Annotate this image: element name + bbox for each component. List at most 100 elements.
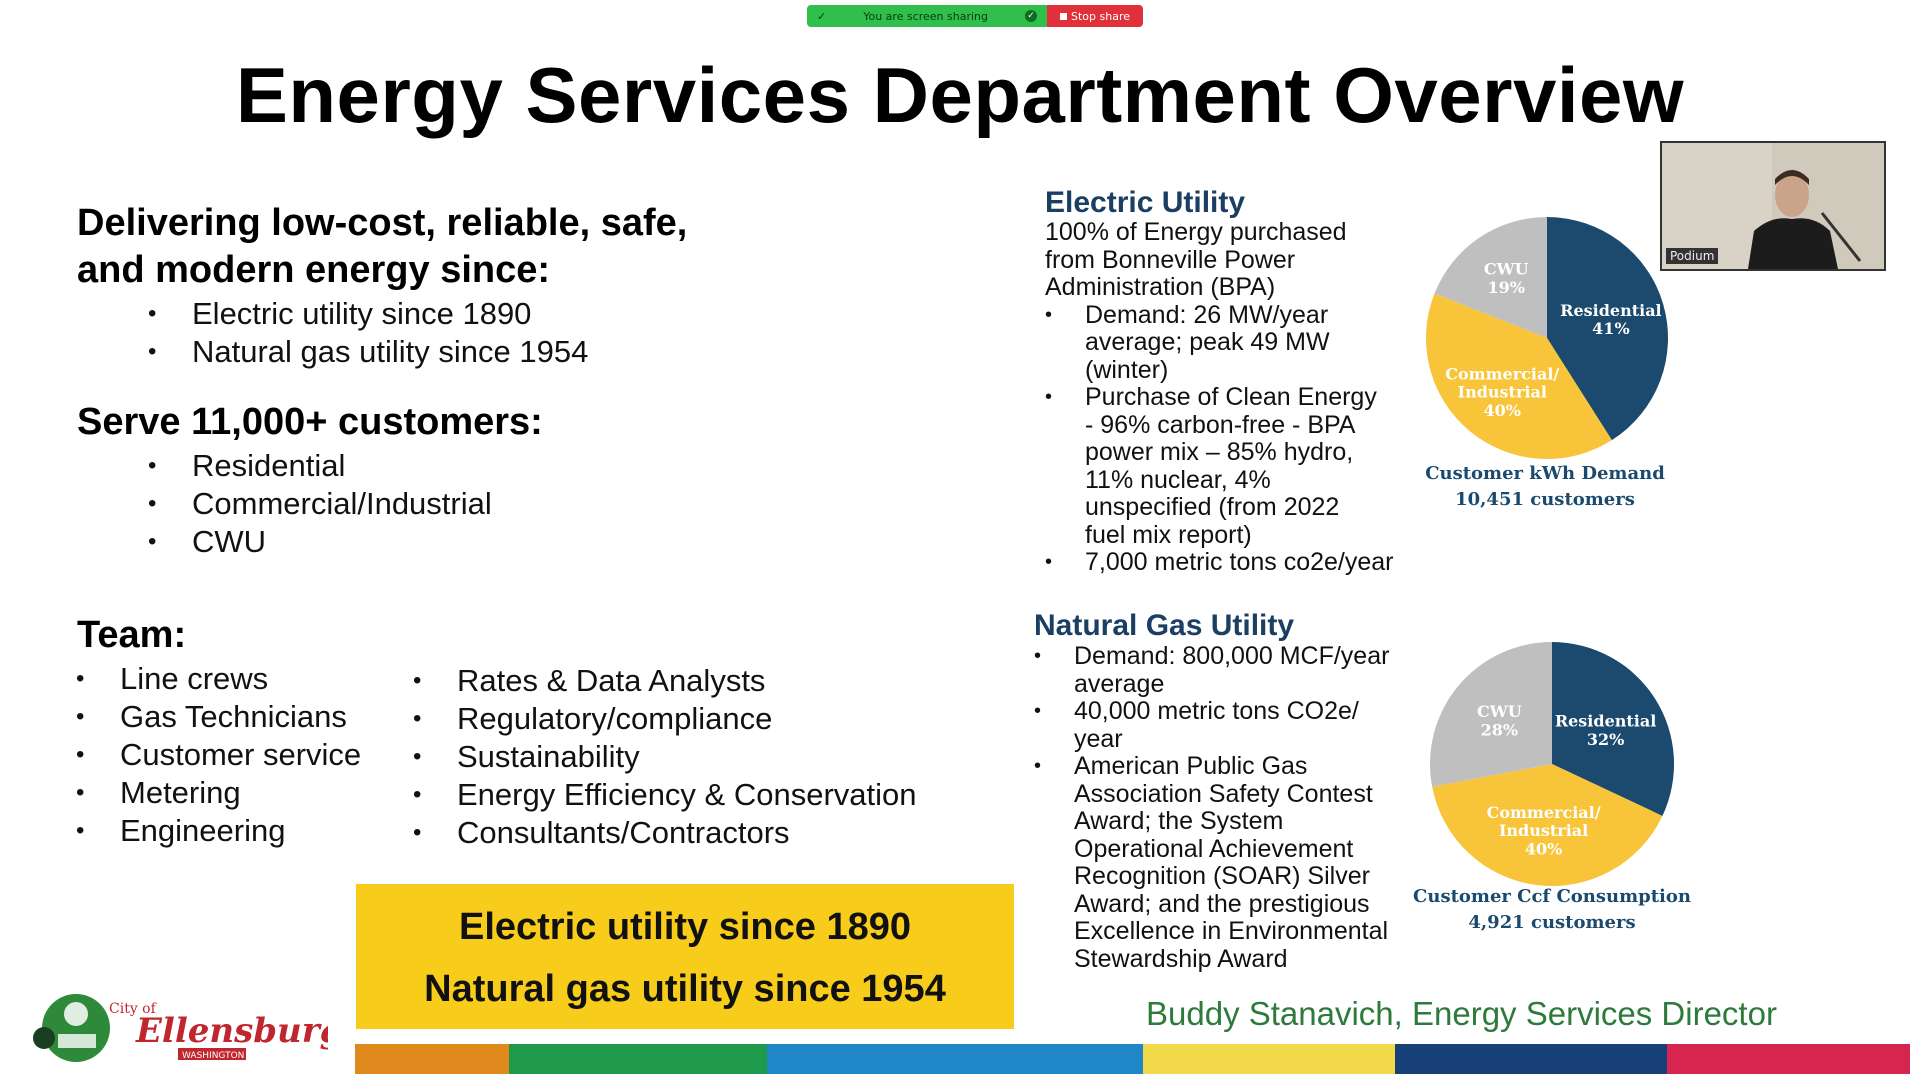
pie-label: Commercial/Industrial 40% (1445, 364, 1559, 420)
list-item: • Demand: 26 MW/year average; peak 49 MW … (1045, 300, 1330, 384)
bullet-icon: • (148, 338, 157, 365)
share-status: ✓ You are screen sharing ✓ (807, 5, 1047, 27)
stop-share-button[interactable]: Stop share (1047, 5, 1143, 27)
bullet-icon: • (76, 779, 85, 806)
electric-pie-chart: Residential 41%Commercial/Industrial 40% CW… (1426, 217, 1668, 459)
bullet-icon: • (1034, 645, 1042, 667)
pie-label: Commercial/Industrial 40% (1487, 803, 1601, 859)
bullet-icon: • (1045, 551, 1053, 573)
bullet-icon: • (76, 703, 85, 730)
stop-icon (1060, 12, 1067, 20)
gas-pie-caption: Customer Ccf Consumption 4,921 customers (1402, 884, 1702, 936)
team-list-col1: • Line crews • Gas Technicians • Customer s… (76, 660, 362, 850)
pie-slice-cwu (1430, 642, 1552, 787)
pie-label: CWU 19% (1484, 259, 1529, 296)
pie-slice-residential (1552, 642, 1674, 816)
pie-slice-cwu (1434, 217, 1547, 338)
stripe (767, 1044, 1143, 1074)
list-item: • 7,000 metric tons co2e/year (1045, 548, 1394, 576)
list-item: • Customer service (76, 737, 362, 772)
bullet-icon: • (1034, 700, 1042, 722)
list-item: • Engineering (76, 813, 286, 848)
presenter-label: Podium (1666, 248, 1719, 264)
bullet-icon: • (148, 300, 157, 327)
electric-intro: 100% of Energy purchased from Bonneville… (1045, 218, 1347, 301)
city-logo: City of Ellensburg WASHINGTON (33, 994, 328, 1062)
bullet-icon: • (413, 705, 422, 732)
list-item: • Electric utility since 1890 (148, 296, 532, 331)
bullet-icon: • (76, 665, 85, 692)
pie-slice-residential (1547, 217, 1668, 441)
list-item: • American Public Gas Association Safety … (1034, 752, 1389, 973)
pie-slice-commercial-industrial (1426, 293, 1612, 459)
list-item: • Regulatory/compliance (413, 701, 773, 736)
gas-bullets: • Demand: 800,000 MCF/year average • 40,00… (1034, 642, 1414, 973)
bullet-icon: • (413, 819, 422, 846)
electric-pie-caption: Customer kWh Demand 10,451 customers (1395, 461, 1695, 513)
list-item: • Rates & Data Analysts (413, 663, 766, 698)
stripe (1667, 1044, 1910, 1074)
electric-body: 100% of Energy purchased from Bonneville… (1045, 218, 1395, 577)
electric-pie-caption-count: 10,451 customers (1455, 489, 1635, 510)
bullet-icon: • (148, 452, 157, 479)
bullet-icon: • (413, 743, 422, 770)
stop-share-label: Stop share (1071, 9, 1130, 23)
list-item: • Line crews (76, 661, 269, 696)
team-heading: Team: (77, 614, 187, 656)
bullet-icon: • (76, 741, 85, 768)
bullet-icon: • (148, 490, 157, 517)
list-item: • Gas Technicians (76, 699, 347, 734)
electric-pie-caption-title: Customer kWh Demand (1425, 463, 1665, 484)
banner-line2: Natural gas utility since 1954 (424, 968, 946, 1010)
stripe (1143, 1044, 1395, 1074)
bullet-icon: • (413, 667, 422, 694)
list-item: • 40,000 metric tons CO2e/ year (1034, 697, 1359, 753)
mission-list: • Electric utility since 1890 • Natural ga… (148, 295, 589, 371)
list-item: • Commercial/Industrial (148, 486, 492, 521)
bullet-icon: • (1045, 386, 1053, 408)
pie-label: Residential 41% (1560, 301, 1661, 338)
list-item: • Metering (76, 775, 241, 810)
stripe (509, 1044, 767, 1074)
bullet-icon: • (76, 817, 85, 844)
gas-pie-chart: Residential 32% Commercial/Industrial 40% CW… (1430, 642, 1674, 886)
list-item: • Purchase of Clean Energy - 96% carbon-f… (1045, 383, 1377, 549)
logo-state: WASHINGTON (182, 1051, 244, 1061)
gas-pie-caption-title: Customer Ccf Consumption (1413, 886, 1691, 907)
share-status-label: You are screen sharing (863, 9, 988, 23)
bullet-icon: • (1034, 755, 1042, 777)
logo-city-of: City of (109, 1001, 158, 1017)
bullet-icon: • (413, 781, 422, 808)
gas-pie-caption-count: 4,921 customers (1468, 912, 1636, 933)
list-item: • Demand: 800,000 MCF/year average (1034, 642, 1390, 698)
mission-heading: Delivering low-cost, reliable, safe, and… (77, 200, 687, 294)
highlight-banner: Electric utility since 1890 Natural gas … (356, 884, 1014, 1029)
shield-check-icon: ✓ (1025, 10, 1037, 22)
electric-heading: Electric Utility (1045, 186, 1246, 219)
customers-heading: Serve 11,000+ customers: (77, 401, 543, 443)
electric-bullets: • Demand: 26 MW/year average; peak 49 MW … (1045, 300, 1395, 577)
list-item: • Natural gas utility since 1954 (148, 334, 589, 369)
slide-title: Energy Services Department Overview (235, 51, 1685, 139)
bullet-icon: • (148, 528, 157, 555)
list-item: • CWU (148, 524, 267, 559)
pie-label: CWU 28% (1477, 702, 1522, 739)
customers-list: • Residential • Commercial/Industrial • CWU (148, 447, 492, 561)
logo-name: Ellensburg (135, 1011, 328, 1051)
list-item: • Sustainability (413, 739, 640, 774)
screen-share-bar: ✓ You are screen sharing ✓ Stop share (807, 5, 1143, 27)
mission-heading-line2: and modern energy since: (77, 249, 551, 291)
list-item: • Energy Efficiency & Conservation (413, 777, 917, 812)
stripe (355, 1044, 509, 1074)
presenter-video[interactable]: Podium (1660, 141, 1886, 271)
bullet-icon: • (1045, 303, 1053, 326)
stripe (1395, 1044, 1667, 1074)
gas-heading: Natural Gas Utility (1034, 609, 1295, 642)
color-stripes (355, 1044, 1910, 1074)
gas-body: • Demand: 800,000 MCF/year average • 40,00… (1034, 642, 1414, 973)
pie-label: Residential 32% (1555, 711, 1656, 748)
list-item: • Residential (148, 448, 346, 483)
team-list-col2: • Rates & Data Analysts • Regulatory/compl… (413, 662, 917, 852)
list-item: • Consultants/Contractors (413, 815, 790, 850)
